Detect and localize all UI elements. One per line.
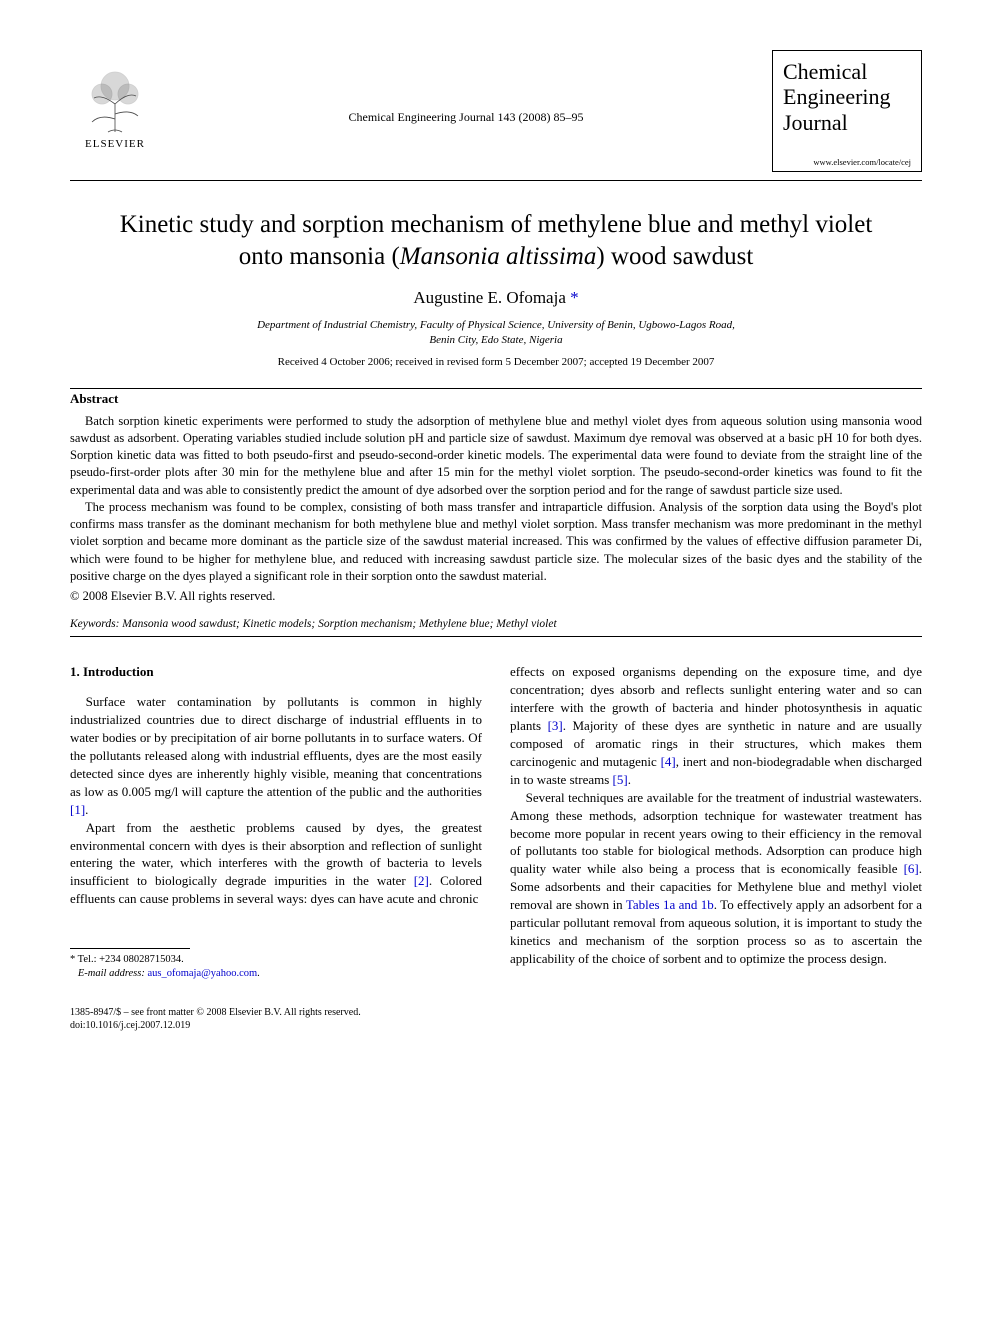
article-dates: Received 4 October 2006; received in rev… bbox=[70, 356, 922, 368]
affiliation-line1: Department of Industrial Chemistry, Facu… bbox=[257, 319, 735, 331]
body-text: Several techniques are available for the… bbox=[510, 790, 922, 877]
footer-copyright: 1385-8947/$ – see front matter © 2008 El… bbox=[70, 1007, 361, 1018]
body-paragraph: effects on exposed organisms depending o… bbox=[510, 663, 922, 789]
citation-link[interactable]: [2] bbox=[414, 873, 429, 888]
journal-name-line3: Journal bbox=[783, 110, 848, 135]
table-link[interactable]: Tables 1a and 1b bbox=[626, 897, 714, 912]
divider bbox=[70, 636, 922, 637]
section-heading: 1. Introduction bbox=[70, 663, 482, 681]
abstract-text: The process mechanism was found to be co… bbox=[70, 500, 922, 583]
body-columns: 1. Introduction Surface water contaminat… bbox=[70, 663, 922, 982]
footnote-separator bbox=[70, 948, 190, 949]
abstract-body: Batch sorption kinetic experiments were … bbox=[70, 413, 922, 586]
journal-title-box: Chemical Engineering Journal www.elsevie… bbox=[772, 50, 922, 172]
citation-link[interactable]: [6] bbox=[904, 861, 919, 876]
title-text-italic: Mansonia altissima bbox=[400, 243, 597, 270]
keywords-label: Keywords: bbox=[70, 618, 119, 630]
citation-link[interactable]: [5] bbox=[613, 772, 628, 787]
affiliation-line2: Benin City, Edo State, Nigeria bbox=[429, 334, 562, 346]
footnote-tel-label: * Tel.: bbox=[70, 954, 99, 965]
abstract-copyright: © 2008 Elsevier B.V. All rights reserved… bbox=[70, 589, 922, 604]
body-text: . bbox=[85, 802, 88, 817]
keywords-text: Mansonia wood sawdust; Kinetic models; S… bbox=[119, 618, 556, 630]
journal-url[interactable]: www.elsevier.com/locate/cej bbox=[783, 157, 911, 167]
publisher-logo: ELSEVIER bbox=[70, 50, 160, 150]
left-column: 1. Introduction Surface water contaminat… bbox=[70, 663, 482, 982]
body-paragraph: Several techniques are available for the… bbox=[510, 789, 922, 968]
footnote-text: . bbox=[257, 968, 260, 979]
article-title: Kinetic study and sorption mechanism of … bbox=[110, 209, 882, 274]
title-text-post: ) wood sawdust bbox=[596, 243, 753, 270]
footnote-email[interactable]: aus_ofomaja@yahoo.com bbox=[147, 968, 257, 979]
corresponding-footnote: * Tel.: +234 08028715034. E-mail address… bbox=[70, 953, 482, 981]
right-column: effects on exposed organisms depending o… bbox=[510, 663, 922, 982]
abstract-paragraph: The process mechanism was found to be co… bbox=[70, 499, 922, 585]
body-paragraph: Surface water contamination by pollutant… bbox=[70, 693, 482, 819]
citation-link[interactable]: [1] bbox=[70, 802, 85, 817]
journal-name-line2: Engineering bbox=[783, 84, 891, 109]
author-line: Augustine E. Ofomaja * bbox=[70, 288, 922, 308]
footnote-tel: +234 08028715034. bbox=[99, 954, 184, 965]
divider bbox=[70, 180, 922, 181]
affiliation: Department of Industrial Chemistry, Facu… bbox=[70, 318, 922, 348]
corresponding-author-mark[interactable]: * bbox=[570, 288, 579, 307]
footer-doi: doi:10.1016/j.cej.2007.12.019 bbox=[70, 1020, 190, 1031]
abstract-paragraph: Batch sorption kinetic experiments were … bbox=[70, 413, 922, 499]
author-name: Augustine E. Ofomaja bbox=[413, 288, 566, 307]
journal-name-line1: Chemical bbox=[783, 59, 867, 84]
journal-name: Chemical Engineering Journal bbox=[783, 59, 911, 135]
body-text: . bbox=[628, 772, 631, 787]
elsevier-tree-icon bbox=[80, 64, 150, 134]
body-paragraph: Apart from the aesthetic problems caused… bbox=[70, 819, 482, 909]
citation-link[interactable]: [4] bbox=[661, 754, 676, 769]
page-footer: 1385-8947/$ – see front matter © 2008 El… bbox=[70, 1006, 922, 1033]
body-text: Surface water contamination by pollutant… bbox=[70, 694, 482, 799]
abstract-heading: Abstract bbox=[70, 391, 922, 407]
footnote-email-label: E-mail address: bbox=[78, 968, 148, 979]
citation-link[interactable]: [3] bbox=[548, 718, 563, 733]
journal-citation: Chemical Engineering Journal 143 (2008) … bbox=[160, 50, 772, 125]
keywords-line: Keywords: Mansonia wood sawdust; Kinetic… bbox=[70, 618, 922, 630]
divider bbox=[70, 388, 922, 389]
journal-header: ELSEVIER Chemical Engineering Journal 14… bbox=[70, 50, 922, 172]
publisher-name: ELSEVIER bbox=[85, 138, 145, 150]
